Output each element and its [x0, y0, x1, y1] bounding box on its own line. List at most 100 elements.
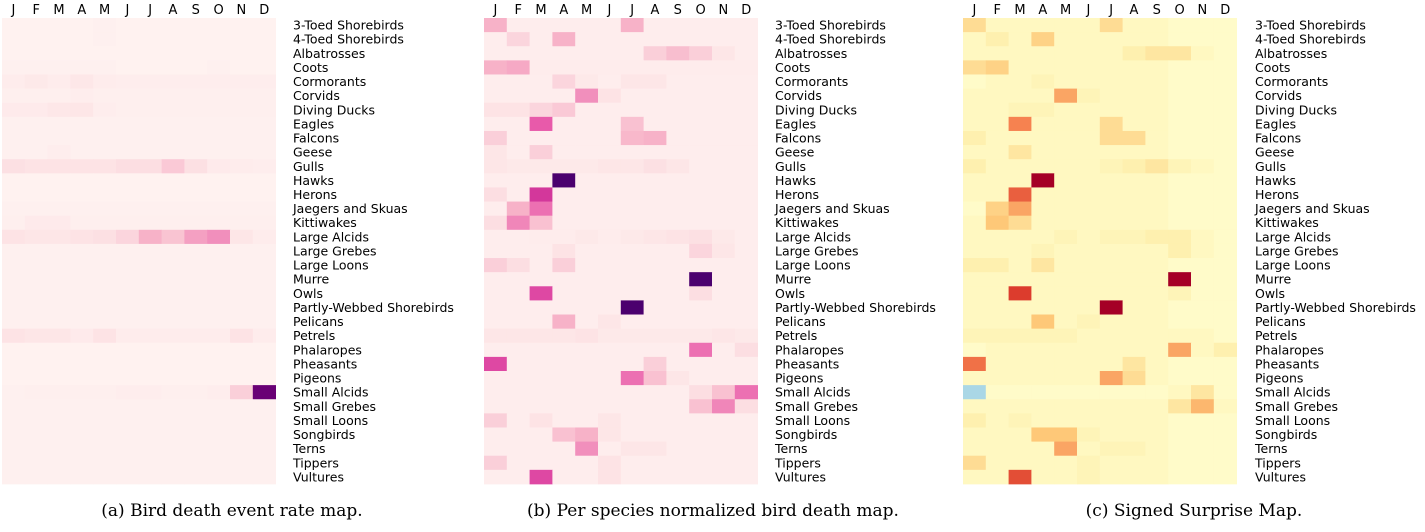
- heatmap-cell: [1100, 300, 1123, 315]
- heatmap-cell: [621, 18, 644, 33]
- heatmap-cell: [207, 272, 230, 287]
- heatmap-cell: [116, 343, 139, 358]
- heatmap-cell: [1077, 442, 1100, 457]
- heatmap-cell: [484, 272, 507, 287]
- heatmap-cell: [253, 286, 276, 301]
- heatmap-cell: [93, 343, 116, 358]
- species-label: Kittiwakes: [1255, 215, 1319, 230]
- heatmap-cell: [139, 202, 162, 217]
- heatmap-cell: [162, 315, 185, 330]
- heatmap-cell: [621, 343, 644, 358]
- heatmap-cell: [162, 145, 185, 160]
- heatmap-cell: [666, 216, 689, 231]
- heatmap-cell: [1168, 89, 1191, 104]
- heatmap-cell: [207, 18, 230, 33]
- heatmap-cell: [986, 46, 1009, 61]
- heatmap-cell: [184, 159, 207, 174]
- heatmap-cell: [1077, 74, 1100, 89]
- heatmap-cell: [598, 117, 621, 132]
- heatmap-cell: [644, 145, 667, 160]
- heatmap-cell: [162, 343, 185, 358]
- heatmap-cell: [1168, 329, 1191, 344]
- heatmap-cell: [621, 159, 644, 174]
- heatmap-cell: [735, 46, 758, 61]
- heatmap-cell: [184, 244, 207, 259]
- heatmap-cell: [552, 159, 575, 174]
- heatmap-cell: [184, 258, 207, 273]
- heatmap-cell: [25, 216, 48, 231]
- heatmap-cell: [25, 315, 48, 330]
- heatmap-cell: [116, 103, 139, 118]
- heatmap-cell: [963, 32, 986, 47]
- heatmap-cell: [25, 244, 48, 259]
- heatmap-cell: [1123, 286, 1146, 301]
- heatmap-cell: [712, 456, 735, 471]
- heatmap-cell: [484, 329, 507, 344]
- heatmap-cell: [139, 60, 162, 75]
- heatmap-cell: [93, 216, 116, 231]
- heatmap-cell: [116, 272, 139, 287]
- species-label: Kittiwakes: [775, 215, 839, 230]
- heatmap-cell: [644, 216, 667, 231]
- heatmap-cell: [1145, 385, 1168, 400]
- heatmap-cell: [1077, 272, 1100, 287]
- heatmap-cell: [93, 413, 116, 428]
- heatmap-cell: [207, 131, 230, 146]
- month-label: J: [606, 3, 611, 18]
- heatmap-cell: [207, 371, 230, 386]
- heatmap-cell: [207, 470, 230, 485]
- heatmap-cell: [666, 103, 689, 118]
- heatmap-cell: [1077, 145, 1100, 160]
- heatmap-cell: [507, 357, 530, 372]
- heatmap-cell: [48, 46, 71, 61]
- heatmap-cell: [1214, 300, 1237, 315]
- heatmap-cell: [48, 315, 71, 330]
- heatmap-cell: [1168, 173, 1191, 188]
- heatmap-cell: [644, 286, 667, 301]
- heatmap-cell: [1100, 357, 1123, 372]
- heatmap-cell: [25, 272, 48, 287]
- heatmap-cell: [1123, 272, 1146, 287]
- heatmap-cell: [530, 74, 553, 89]
- heatmap-cell: [666, 385, 689, 400]
- heatmap-cell: [70, 371, 93, 386]
- species-label: Pelicans: [1255, 314, 1306, 329]
- heatmap-cell: [25, 46, 48, 61]
- heatmap-cell: [207, 230, 230, 245]
- species-label: Geese: [1255, 145, 1295, 160]
- heatmap-cell: [598, 286, 621, 301]
- heatmap-cell: [70, 46, 93, 61]
- heatmap-cell: [1191, 427, 1214, 442]
- heatmap-cell: [986, 286, 1009, 301]
- heatmap-cell: [1077, 357, 1100, 372]
- heatmap-cell: [1100, 427, 1123, 442]
- heatmap-cell: [552, 46, 575, 61]
- heatmap-cell: [253, 244, 276, 259]
- heatmap-cell: [116, 286, 139, 301]
- heatmap-cell: [621, 117, 644, 132]
- heatmap-cell: [116, 173, 139, 188]
- heatmap-cell: [70, 286, 93, 301]
- heatmap-cell: [139, 18, 162, 33]
- heatmap-cell: [184, 103, 207, 118]
- heatmap-cell: [48, 300, 71, 315]
- heatmap-cell: [1123, 18, 1146, 33]
- heatmap-cell: [644, 399, 667, 414]
- heatmap-cell: [116, 131, 139, 146]
- heatmap-cell: [575, 159, 598, 174]
- heatmap-cell: [253, 315, 276, 330]
- heatmap-cell: [666, 470, 689, 485]
- heatmap-cell: [2, 103, 25, 118]
- heatmap-cell: [184, 442, 207, 457]
- heatmap-cell: [162, 442, 185, 457]
- heatmap-cell: [139, 315, 162, 330]
- heatmap-cell: [1191, 159, 1214, 174]
- heatmap-cell: [986, 385, 1009, 400]
- heatmap-cell: [530, 399, 553, 414]
- heatmap-cell: [1100, 258, 1123, 273]
- heatmap-cell: [139, 272, 162, 287]
- heatmap-cell: [1100, 230, 1123, 245]
- heatmap-cell: [207, 343, 230, 358]
- heatmap-cell: [484, 187, 507, 202]
- heatmap-cell: [963, 315, 986, 330]
